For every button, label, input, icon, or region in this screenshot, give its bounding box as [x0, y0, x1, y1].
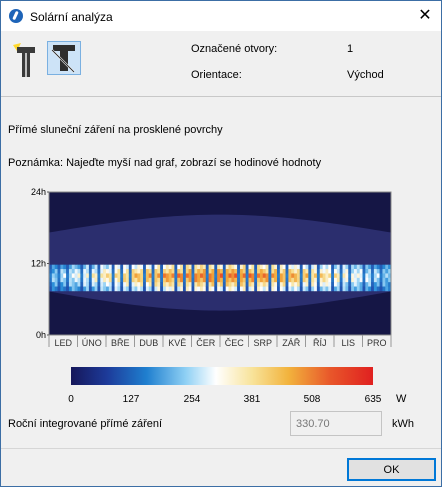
x-tick-label: ŘÍJ [313, 338, 327, 348]
orientation-value: Východ [347, 69, 384, 81]
heatmap-svg: 24h 12h 0h LED ÚNO BŘE DUB KVĚ ČER ČEC SRP ZÁŘ ŘÍJ LI… [31, 187, 392, 348]
selected-openings-value: 1 [347, 43, 354, 55]
x-tick-label: LED [54, 338, 72, 348]
y-tick-label: 12h [31, 259, 46, 269]
color-scale-bar [71, 367, 373, 385]
annual-radiation-unit: kWh [392, 418, 414, 430]
selected-openings-label: Označené otvory: [191, 43, 278, 55]
orientation-label: Orientace: [191, 69, 242, 81]
x-tick-label: BŘE [111, 338, 130, 348]
scale-tick-5: 635 [364, 394, 382, 405]
window-section-icon [51, 45, 75, 73]
ok-button[interactable]: OK [347, 458, 436, 481]
x-tick-label: ÚNO [82, 338, 102, 348]
x-tick-label: DUB [139, 338, 158, 348]
x-tick-label: LIS [341, 338, 355, 348]
irradiation-band [49, 264, 392, 292]
scale-unit: W [396, 393, 407, 405]
x-tick-label: KVĚ [168, 338, 186, 348]
scale-tick-3: 381 [243, 394, 261, 405]
x-tick-label: SRP [253, 338, 272, 348]
title-bar: Solární analýza ✕ [1, 1, 441, 31]
x-tick-label: ZÁŘ [282, 338, 301, 348]
y-tick-label: 0h [36, 330, 46, 340]
window-section-tool-button[interactable] [47, 41, 81, 75]
chart-note: Poznámka: Najeďte myší nad graf, zobrazí… [8, 157, 322, 169]
selection-info-panel: Označené otvory: 1 Orientace: Východ [1, 31, 441, 97]
section-heading: Přímé sluneční záření na prosklené povrc… [8, 124, 223, 136]
footer-divider [1, 448, 441, 449]
annual-radiation-label: Roční integrované přímé záření [8, 418, 163, 430]
scale-tick-1: 127 [122, 394, 140, 405]
night-region-morning [49, 291, 391, 335]
x-tick-label: ČEC [225, 338, 245, 348]
close-icon: ✕ [418, 7, 432, 24]
x-tick-label: PRO [367, 338, 387, 348]
scale-tick-4: 508 [303, 394, 321, 405]
close-button[interactable]: ✕ [409, 1, 441, 31]
annual-radiation-field: 330.70 [290, 411, 382, 436]
y-tick-label: 24h [31, 187, 46, 197]
scale-tick-2: 254 [183, 394, 201, 405]
sun-window-icon [13, 43, 35, 77]
scale-tick-0: 0 [68, 394, 74, 405]
annual-radiation-value: 330.70 [296, 418, 330, 430]
x-tick-label: ČER [196, 338, 216, 348]
sun-window-tool-button[interactable] [13, 43, 37, 77]
window-title: Solární analýza [30, 10, 113, 24]
app-icon [9, 9, 23, 23]
night-region-evening [49, 192, 391, 233]
solar-heatmap-chart[interactable]: 24h 12h 0h LED ÚNO BŘE DUB KVĚ ČER ČEC SRP ZÁŘ ŘÍJ LI… [27, 185, 393, 355]
